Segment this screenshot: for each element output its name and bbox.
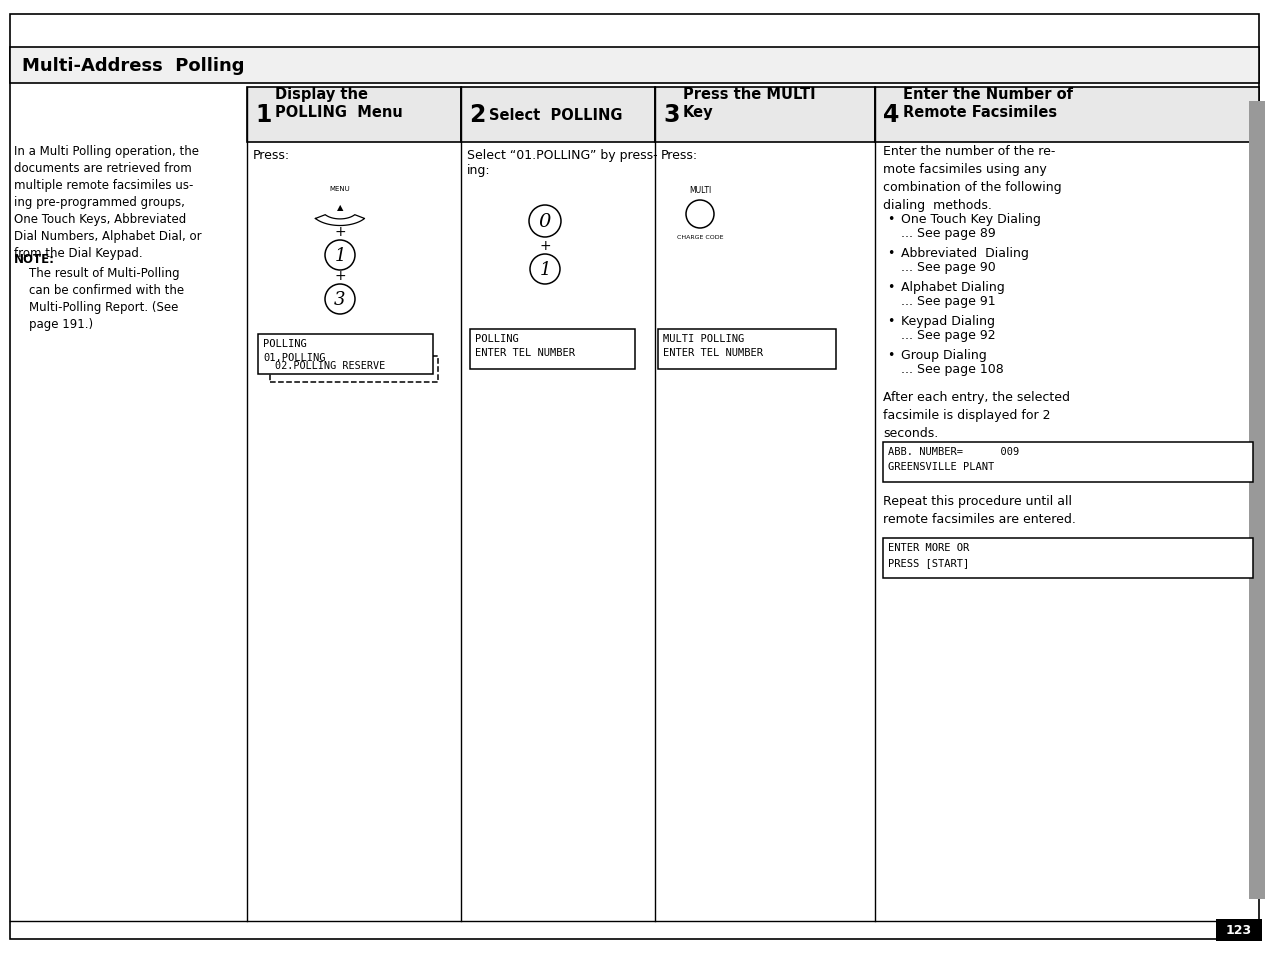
Text: +: + [334, 269, 346, 283]
Text: Enter the number of the re-
mote facsimiles using any
combination of the followi: Enter the number of the re- mote facsimi… [883, 145, 1062, 212]
Text: POLLING: POLLING [263, 338, 307, 349]
Text: Keypad Dialing: Keypad Dialing [901, 314, 995, 328]
Text: MULTI POLLING: MULTI POLLING [662, 334, 744, 344]
Text: 02.POLLING RESERVE: 02.POLLING RESERVE [275, 360, 386, 371]
Bar [247, 88, 461, 143]
Text: •: • [887, 349, 895, 361]
Text: ABB. NUMBER=      009: ABB. NUMBER= 009 [888, 447, 1019, 456]
Circle shape [529, 206, 561, 237]
Text: MULTI: MULTI [689, 186, 711, 194]
Bar [655, 88, 876, 143]
Text: +: + [334, 225, 346, 239]
Text: Press:: Press: [253, 149, 291, 162]
Bar [270, 356, 438, 382]
Text: After each entry, the selected
facsimile is displayed for 2
seconds.: After each entry, the selected facsimile… [883, 391, 1070, 439]
Text: ... See page 90: ... See page 90 [901, 261, 996, 274]
Text: •: • [887, 247, 895, 260]
Text: Display the: Display the [275, 87, 368, 102]
Text: 1: 1 [334, 247, 345, 265]
Text: 2: 2 [470, 103, 485, 128]
Bar [883, 538, 1253, 578]
Text: Abbreviated  Dialing: Abbreviated Dialing [901, 247, 1029, 260]
Bar [1249, 102, 1265, 899]
Text: Remote Facsimiles: Remote Facsimiles [904, 105, 1057, 120]
Bar [10, 48, 1259, 84]
Text: Press:: Press: [661, 149, 698, 162]
Text: ... See page 108: ... See page 108 [901, 363, 1004, 375]
Text: •: • [887, 281, 895, 294]
Text: The result of Multi-Polling
    can be confirmed with the
    Multi-Polling Repo: The result of Multi-Polling can be confi… [14, 267, 184, 331]
Text: Enter the Number of: Enter the Number of [904, 87, 1074, 102]
Text: 1: 1 [539, 261, 551, 278]
Bar [470, 330, 634, 370]
Text: ▲: ▲ [336, 203, 343, 213]
Text: 01.POLLING: 01.POLLING [263, 353, 326, 363]
Bar [461, 88, 655, 143]
Text: One Touch Key Dialing: One Touch Key Dialing [901, 213, 1041, 226]
Bar [258, 335, 433, 375]
Text: POLLING: POLLING [475, 334, 519, 344]
Text: PRESS [START]: PRESS [START] [888, 558, 970, 567]
Text: 4: 4 [883, 103, 900, 128]
Circle shape [530, 254, 560, 285]
Text: Select  POLLING: Select POLLING [489, 108, 623, 123]
Text: Group Dialing: Group Dialing [901, 349, 987, 361]
Text: ... See page 91: ... See page 91 [901, 294, 996, 308]
Text: MENU: MENU [330, 186, 350, 192]
Text: •: • [887, 314, 895, 328]
Text: ENTER TEL NUMBER: ENTER TEL NUMBER [475, 348, 575, 357]
Bar [876, 88, 1259, 143]
Circle shape [325, 285, 355, 314]
Text: Alphabet Dialing: Alphabet Dialing [901, 281, 1005, 294]
Text: 3: 3 [334, 291, 345, 309]
Text: Multi-Address  Polling: Multi-Address Polling [22, 57, 245, 75]
Text: Press the MULTI: Press the MULTI [683, 87, 816, 102]
Text: ENTER MORE OR: ENTER MORE OR [888, 542, 970, 553]
Text: 0: 0 [539, 213, 551, 231]
Circle shape [325, 241, 355, 271]
Circle shape [687, 201, 714, 229]
Bar [883, 442, 1253, 482]
Text: •: • [887, 213, 895, 226]
Bar [659, 330, 836, 370]
Text: Repeat this procedure until all
remote facsimiles are entered.: Repeat this procedure until all remote f… [883, 495, 1076, 525]
Text: POLLING  Menu: POLLING Menu [275, 105, 402, 120]
Text: 1: 1 [255, 103, 272, 128]
Text: ENTER TEL NUMBER: ENTER TEL NUMBER [662, 348, 763, 357]
Text: In a Multi Polling operation, the
documents are retrieved from
multiple remote f: In a Multi Polling operation, the docume… [14, 145, 202, 260]
Text: 3: 3 [662, 103, 679, 128]
Text: ... See page 89: ... See page 89 [901, 227, 996, 240]
Text: ... See page 92: ... See page 92 [901, 329, 996, 341]
Text: Key: Key [683, 105, 713, 120]
Text: Select “01.POLLING” by press-
ing:: Select “01.POLLING” by press- ing: [467, 149, 657, 177]
Text: +: + [539, 239, 551, 253]
Bar [1216, 919, 1261, 941]
Text: CHARGE CODE: CHARGE CODE [676, 234, 723, 240]
Polygon shape [316, 215, 364, 226]
Text: NOTE:: NOTE: [14, 253, 55, 266]
Text: GREENSVILLE PLANT: GREENSVILLE PLANT [888, 461, 994, 472]
Text: 123: 123 [1226, 923, 1253, 937]
